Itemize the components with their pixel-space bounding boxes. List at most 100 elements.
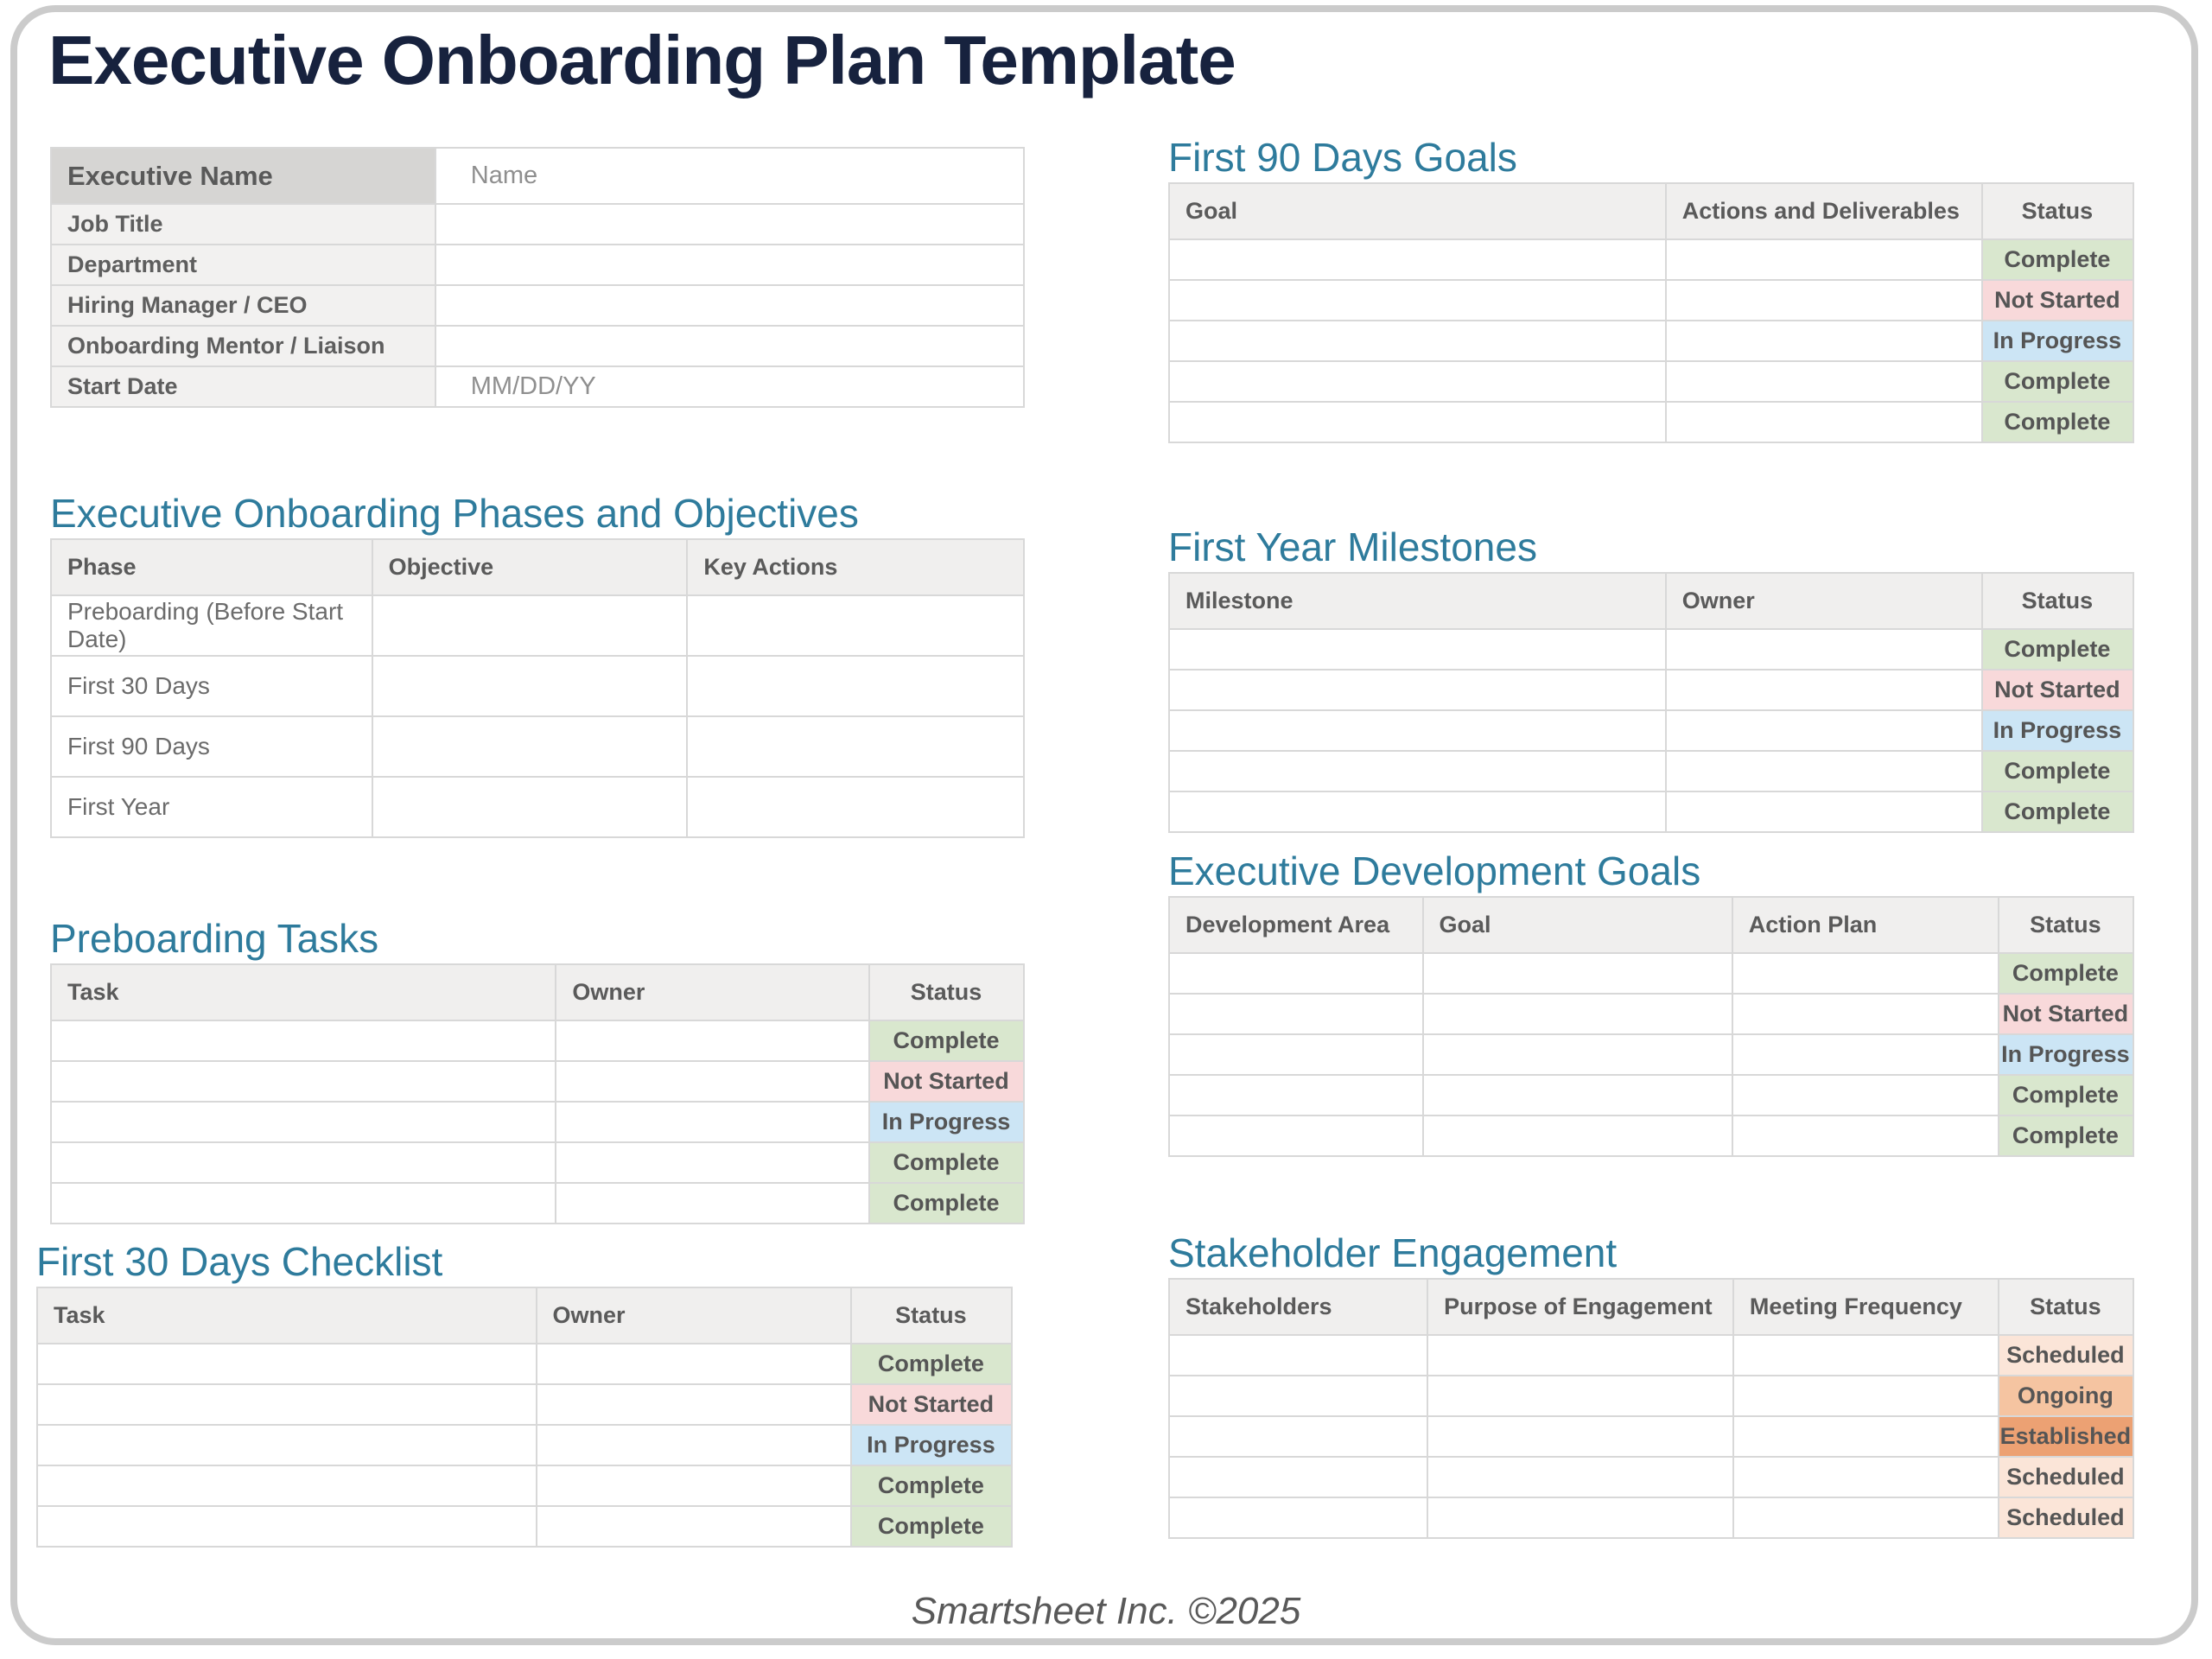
empty-input-cell[interactable] — [1664, 360, 1983, 403]
empty-input-cell[interactable] — [535, 1505, 852, 1548]
empty-input-cell[interactable] — [1731, 993, 1999, 1035]
empty-input-cell[interactable] — [1168, 709, 1667, 752]
empty-input-cell[interactable] — [1664, 750, 1983, 792]
empty-input-cell[interactable] — [555, 1060, 870, 1103]
empty-input-cell[interactable] — [371, 776, 689, 838]
status-cell[interactable]: Complete — [849, 1343, 1014, 1385]
empty-input-cell[interactable] — [555, 1101, 870, 1143]
empty-input-cell[interactable] — [1421, 1033, 1733, 1076]
status-cell[interactable]: Established — [1997, 1415, 2135, 1458]
status-cell[interactable]: Scheduled — [1997, 1456, 2135, 1498]
empty-input-cell[interactable] — [1168, 993, 1424, 1035]
status-cell[interactable]: Complete — [868, 1020, 1026, 1062]
empty-input-cell[interactable] — [1732, 1415, 1999, 1458]
empty-input-cell[interactable] — [1427, 1415, 1734, 1458]
empty-input-cell[interactable] — [1421, 993, 1733, 1035]
empty-input-cell[interactable] — [1168, 401, 1667, 443]
status-cell[interactable]: Scheduled — [1997, 1497, 2135, 1539]
empty-input-cell[interactable] — [1421, 1074, 1733, 1116]
executive-name-field[interactable]: Name — [434, 147, 1026, 205]
empty-input-cell[interactable] — [1731, 952, 1999, 995]
status-cell[interactable]: Not Started — [1980, 279, 2135, 321]
empty-input-cell[interactable] — [1167, 1497, 1429, 1539]
empty-input-cell[interactable] — [1731, 1115, 1999, 1157]
empty-input-cell[interactable] — [49, 1182, 557, 1224]
empty-input-cell[interactable] — [1732, 1497, 1999, 1539]
empty-input-cell[interactable] — [686, 655, 1025, 717]
empty-input-cell[interactable] — [1168, 791, 1667, 833]
empty-input-cell[interactable] — [555, 1141, 870, 1184]
start-date-field[interactable]: MM/DD/YY — [434, 365, 1026, 408]
status-cell[interactable]: Complete — [868, 1182, 1026, 1224]
status-cell[interactable]: Complete — [1980, 750, 2135, 792]
department-field[interactable] — [434, 244, 1026, 286]
empty-input-cell[interactable] — [535, 1465, 852, 1507]
status-cell[interactable]: Complete — [1980, 360, 2135, 403]
empty-input-cell[interactable] — [535, 1343, 852, 1385]
empty-input-cell[interactable] — [1168, 669, 1667, 711]
empty-input-cell[interactable] — [36, 1505, 537, 1548]
empty-input-cell[interactable] — [36, 1424, 537, 1466]
empty-input-cell[interactable] — [1664, 320, 1983, 362]
status-cell[interactable]: In Progress — [1980, 709, 2135, 752]
empty-input-cell[interactable] — [1168, 1074, 1424, 1116]
empty-input-cell[interactable] — [49, 1060, 557, 1103]
empty-input-cell[interactable] — [1427, 1375, 1734, 1417]
empty-input-cell[interactable] — [1664, 628, 1983, 671]
status-cell[interactable]: Complete — [1997, 1074, 2135, 1116]
empty-input-cell[interactable] — [371, 715, 689, 778]
empty-input-cell[interactable] — [1664, 238, 1983, 281]
status-cell[interactable]: Complete — [849, 1505, 1014, 1548]
empty-input-cell[interactable] — [1732, 1375, 1999, 1417]
status-cell[interactable]: Complete — [1980, 791, 2135, 833]
empty-input-cell[interactable] — [555, 1182, 870, 1224]
empty-input-cell[interactable] — [1168, 750, 1667, 792]
status-cell[interactable]: Complete — [1980, 628, 2135, 671]
empty-input-cell[interactable] — [1732, 1334, 1999, 1376]
status-cell[interactable]: Not Started — [1997, 993, 2135, 1035]
empty-input-cell[interactable] — [535, 1383, 852, 1426]
empty-input-cell[interactable] — [1168, 952, 1424, 995]
status-cell[interactable]: Not Started — [868, 1060, 1026, 1103]
empty-input-cell[interactable] — [1427, 1456, 1734, 1498]
empty-input-cell[interactable] — [49, 1141, 557, 1184]
empty-input-cell[interactable] — [1731, 1074, 1999, 1116]
empty-input-cell[interactable] — [1731, 1033, 1999, 1076]
status-cell[interactable]: In Progress — [868, 1101, 1026, 1143]
empty-input-cell[interactable] — [1664, 791, 1983, 833]
empty-input-cell[interactable] — [36, 1343, 537, 1385]
empty-input-cell[interactable] — [1168, 1033, 1424, 1076]
empty-input-cell[interactable] — [1664, 709, 1983, 752]
empty-input-cell[interactable] — [1421, 1115, 1733, 1157]
empty-input-cell[interactable] — [686, 715, 1025, 778]
status-cell[interactable]: Complete — [849, 1465, 1014, 1507]
empty-input-cell[interactable] — [1167, 1334, 1429, 1376]
empty-input-cell[interactable] — [1168, 320, 1667, 362]
empty-input-cell[interactable] — [36, 1383, 537, 1426]
status-cell[interactable]: Complete — [1980, 401, 2135, 443]
status-cell[interactable]: Ongoing — [1997, 1375, 2135, 1417]
empty-input-cell[interactable] — [49, 1101, 557, 1143]
empty-input-cell[interactable] — [1664, 401, 1983, 443]
empty-input-cell[interactable] — [1167, 1456, 1429, 1498]
empty-input-cell[interactable] — [49, 1020, 557, 1062]
empty-input-cell[interactable] — [1168, 360, 1667, 403]
empty-input-cell[interactable] — [1427, 1497, 1734, 1539]
empty-input-cell[interactable] — [371, 655, 689, 717]
status-cell[interactable]: Complete — [1997, 1115, 2135, 1157]
status-cell[interactable]: Scheduled — [1997, 1334, 2135, 1376]
empty-input-cell[interactable] — [555, 1020, 870, 1062]
empty-input-cell[interactable] — [686, 776, 1025, 838]
empty-input-cell[interactable] — [1427, 1334, 1734, 1376]
status-cell[interactable]: Complete — [1997, 952, 2135, 995]
status-cell[interactable]: Not Started — [1980, 669, 2135, 711]
empty-input-cell[interactable] — [371, 594, 689, 657]
job-title-field[interactable] — [434, 203, 1026, 245]
hiring-manager-field[interactable] — [434, 284, 1026, 327]
empty-input-cell[interactable] — [535, 1424, 852, 1466]
empty-input-cell[interactable] — [1664, 279, 1983, 321]
status-cell[interactable]: Complete — [1980, 238, 2135, 281]
empty-input-cell[interactable] — [1168, 238, 1667, 281]
empty-input-cell[interactable] — [1168, 279, 1667, 321]
status-cell[interactable]: In Progress — [849, 1424, 1014, 1466]
